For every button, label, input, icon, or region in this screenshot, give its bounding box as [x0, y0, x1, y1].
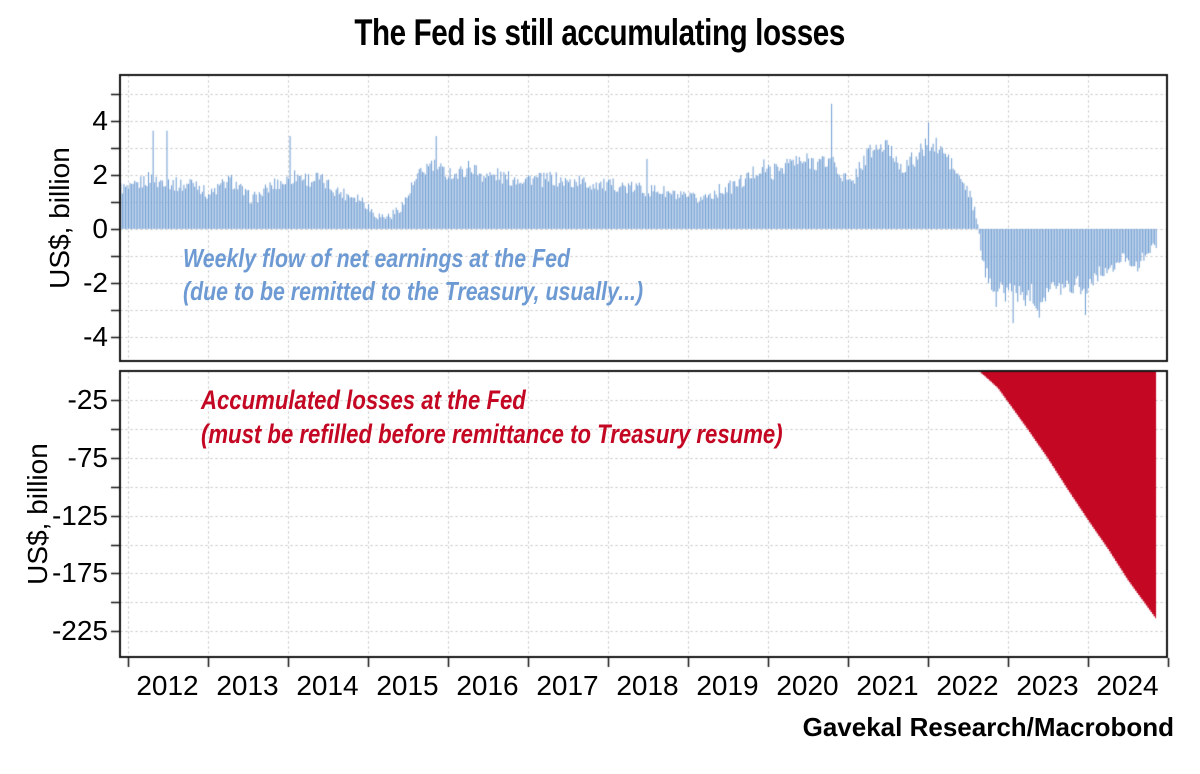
x-axis-year-label: 2019: [696, 670, 759, 701]
top-panel-y-tick-label: -2: [83, 266, 108, 298]
chart-title-text: The Fed is still accumulating losses: [354, 12, 846, 53]
x-axis-year-label: 2016: [456, 670, 519, 701]
x-axis-year-label: 2020: [776, 670, 839, 701]
x-axis-year-label: 2013: [216, 670, 279, 701]
x-axis-year-label: 2014: [296, 670, 359, 701]
bottom-panel-y-tick-label: -75: [67, 441, 108, 473]
bottom-panel-y-tick-label: -25: [67, 383, 108, 415]
x-axis-year-label: 2012: [136, 670, 199, 701]
weekly-flow-annotation: Weekly flow of net earnings at the Fed (…: [183, 242, 643, 308]
top-panel-y-tick-label: -4: [83, 320, 108, 352]
x-axis-year-label: 2021: [856, 670, 919, 701]
top-panel-y-tick-label: 0: [92, 212, 108, 244]
accumulated-losses-annotation-line2: (must be refilled before remittance to T…: [201, 419, 783, 449]
x-axis-year-label: 2018: [616, 670, 679, 701]
x-axis-year-label: 2015: [376, 670, 439, 701]
bottom-panel-y-tick-label: -175: [51, 557, 108, 589]
accumulated-losses-annotation-line1: Accumulated losses at the Fed: [201, 385, 526, 415]
chart-title: The Fed is still accumulating losses: [0, 12, 1200, 54]
source-attribution: Gavekal Research/Macrobond: [802, 712, 1174, 742]
bottom-panel-y-tick-label: -225: [51, 615, 108, 647]
x-axis-year-label: 2017: [536, 670, 599, 701]
accumulated-losses-annotation: Accumulated losses at the Fed (must be r…: [201, 383, 783, 451]
weekly-flow-annotation-line1: Weekly flow of net earnings at the Fed: [183, 243, 570, 273]
bottom-panel-y-tick-label: -125: [51, 499, 108, 531]
x-axis-year-label: 2024: [1096, 670, 1159, 701]
weekly-flow-annotation-line2: (due to be remitted to the Treasury, usu…: [183, 276, 644, 306]
x-axis-year-label: 2023: [1016, 670, 1079, 701]
top-panel-y-tick-label: 4: [92, 105, 108, 137]
x-axis-year-label: 2022: [936, 670, 999, 701]
top-panel-y-tick-label: 2: [92, 159, 108, 191]
